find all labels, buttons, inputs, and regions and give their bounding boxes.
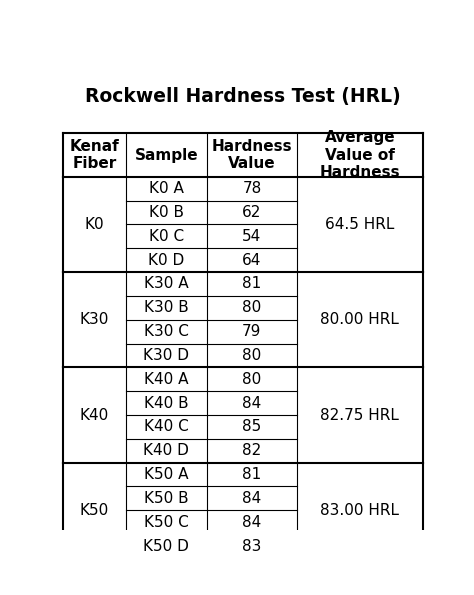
- Text: K0: K0: [85, 217, 104, 232]
- Text: K30 C: K30 C: [144, 324, 189, 339]
- Text: 64: 64: [242, 253, 262, 268]
- Text: 79: 79: [242, 324, 262, 339]
- Text: K30: K30: [80, 312, 109, 327]
- Text: 64.5 HRL: 64.5 HRL: [325, 217, 395, 232]
- Text: K0 B: K0 B: [149, 205, 184, 220]
- Text: 80: 80: [242, 348, 262, 363]
- Text: 85: 85: [242, 419, 262, 434]
- Text: 82.75 HRL: 82.75 HRL: [320, 408, 400, 422]
- Text: K0 D: K0 D: [148, 253, 184, 268]
- Text: Hardness
Value: Hardness Value: [211, 139, 292, 171]
- Text: 80: 80: [242, 372, 262, 387]
- Text: K40: K40: [80, 408, 109, 422]
- Text: 54: 54: [242, 229, 262, 244]
- Text: 78: 78: [242, 181, 262, 196]
- Text: K30 D: K30 D: [144, 348, 190, 363]
- Text: Average
Value of
Hardness: Average Value of Hardness: [319, 130, 400, 180]
- Text: K30 A: K30 A: [144, 277, 189, 292]
- Text: 62: 62: [242, 205, 262, 220]
- Text: K40 B: K40 B: [144, 396, 189, 411]
- Text: K30 B: K30 B: [144, 300, 189, 315]
- Text: K40 C: K40 C: [144, 419, 189, 434]
- Text: 82: 82: [242, 443, 262, 458]
- Text: K50 D: K50 D: [144, 538, 189, 553]
- Text: 84: 84: [242, 396, 262, 411]
- Text: 84: 84: [242, 515, 262, 530]
- Text: Rockwell Hardness Test (HRL): Rockwell Hardness Test (HRL): [85, 87, 401, 106]
- Text: K0 C: K0 C: [149, 229, 184, 244]
- Text: 81: 81: [242, 467, 262, 482]
- Text: K50: K50: [80, 503, 109, 518]
- Text: K40 A: K40 A: [144, 372, 189, 387]
- Text: 80.00 HRL: 80.00 HRL: [320, 312, 400, 327]
- Text: K50 C: K50 C: [144, 515, 189, 530]
- Text: 84: 84: [242, 491, 262, 506]
- Text: K50 B: K50 B: [144, 491, 189, 506]
- Text: 83.00 HRL: 83.00 HRL: [320, 503, 400, 518]
- Text: K50 A: K50 A: [144, 467, 189, 482]
- Text: Kenaf
Fiber: Kenaf Fiber: [70, 139, 119, 171]
- Text: 80: 80: [242, 300, 262, 315]
- Text: Sample: Sample: [135, 148, 198, 162]
- Text: K40 D: K40 D: [144, 443, 189, 458]
- Text: 83: 83: [242, 538, 262, 553]
- Text: 81: 81: [242, 277, 262, 292]
- Text: K0 A: K0 A: [149, 181, 184, 196]
